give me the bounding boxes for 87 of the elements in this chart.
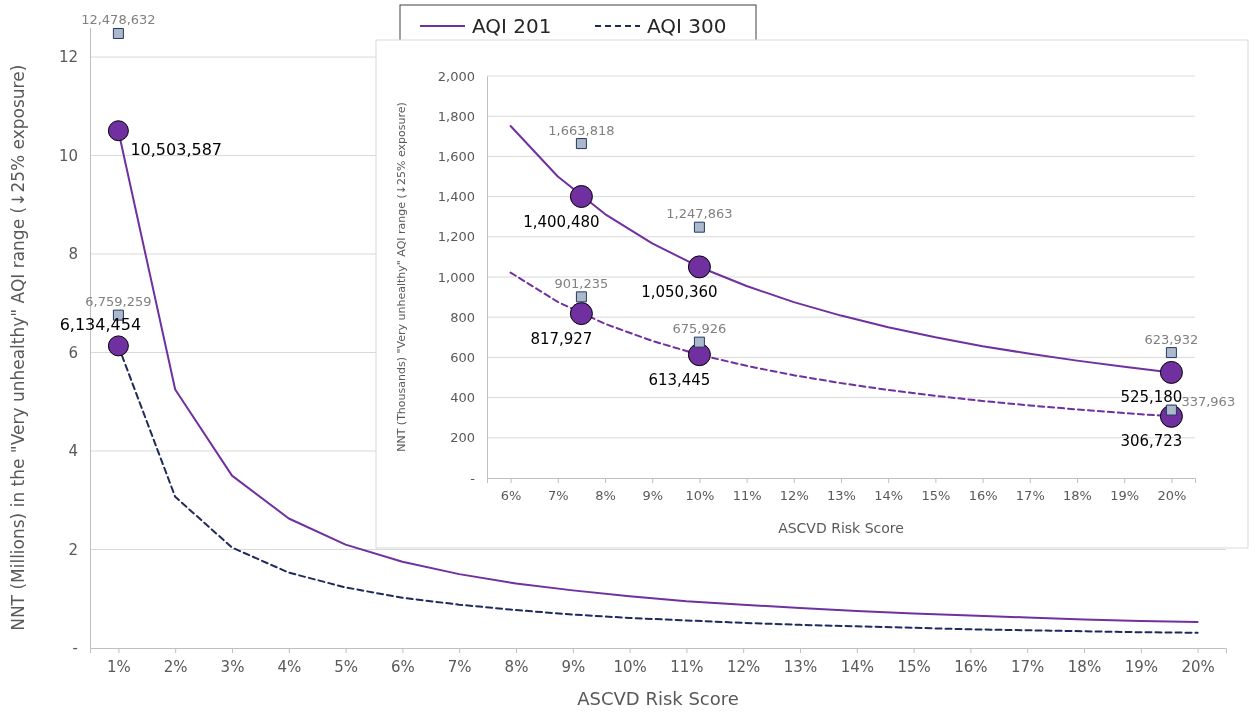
y-tick-label: 1,600	[437, 149, 475, 165]
x-tick-label: 14%	[874, 488, 904, 504]
point	[693, 221, 705, 233]
x-tick-label: 20%	[1157, 488, 1187, 504]
x-tick-label: 9%	[561, 657, 586, 676]
annotation: 1,663,818	[548, 122, 615, 138]
point	[1165, 347, 1177, 359]
annotation: 675,926	[672, 321, 727, 337]
x-tick-label: 19%	[1124, 657, 1158, 676]
x-tick-label: 13%	[783, 657, 818, 676]
x-tick-label: 10%	[613, 657, 647, 676]
point	[1159, 360, 1183, 384]
x-tick-label: 9%	[642, 488, 664, 504]
x-tick-label: 11%	[670, 657, 704, 676]
x-tick-label: 15%	[897, 657, 931, 676]
x-tick-label: 18%	[1067, 657, 1102, 676]
legend-label: AQI 201	[472, 14, 552, 38]
y-axis-title: NNT (Millions) in the "Very unhealthy" AQI range (↓25% exposure)	[8, 64, 28, 631]
y-tick-label: 1,000	[437, 269, 475, 285]
x-tick-label: 10%	[685, 488, 715, 504]
y-tick-label: 1,400	[437, 189, 475, 205]
annotation: 1,247,863	[666, 206, 733, 222]
x-tick-label: 14%	[840, 657, 874, 676]
y-tick-label: 6	[68, 343, 78, 362]
x-tick-label: 2%	[163, 657, 188, 676]
annotation: 613,445	[648, 370, 711, 389]
point	[107, 120, 129, 142]
x-tick-label: 20%	[1181, 657, 1215, 676]
y-tick-label: 2,000	[437, 68, 475, 84]
annotation: 525,180	[1120, 388, 1183, 407]
annotation: 623,932	[1144, 331, 1199, 347]
x-tick-label: 11%	[732, 488, 762, 504]
annotation: 6,134,454	[59, 314, 142, 334]
y-tick-label: 400	[450, 390, 475, 406]
y-tick-label: 800	[450, 309, 475, 325]
x-tick-label: 19%	[1110, 488, 1140, 504]
x-tick-label: 8%	[595, 488, 616, 504]
y-tick-label: 1,200	[437, 229, 475, 245]
x-tick-label: 17%	[1015, 488, 1045, 504]
x-tick-label: 1%	[107, 657, 131, 676]
y-axis-title: NNT (Thousands) "Very unhealthy" AQI range (↓25% exposure)	[395, 102, 408, 452]
annotation: 12,478,632	[81, 12, 156, 28]
x-tick-label: 15%	[921, 488, 951, 504]
y-tick-label: -	[72, 639, 78, 658]
x-tick-label: 5%	[334, 657, 358, 676]
point	[112, 27, 124, 39]
annotation: 817,927	[530, 329, 593, 348]
y-tick-label: 1,800	[437, 108, 475, 124]
point	[107, 335, 129, 357]
point	[687, 255, 711, 279]
y-tick-label: 4	[68, 442, 78, 461]
x-tick-label: 12%	[727, 657, 761, 676]
x-tick-label: 6%	[500, 488, 522, 504]
x-tick-label: 3%	[220, 657, 245, 676]
x-tick-label: 16%	[968, 488, 998, 504]
annotation: 1,400,480	[523, 212, 600, 231]
x-tick-label: 13%	[827, 488, 856, 504]
x-tick-label: 8%	[504, 657, 529, 676]
x-axis-title: ASCVD Risk Score	[778, 520, 904, 536]
x-tick-label: 7%	[547, 488, 569, 504]
point	[693, 336, 705, 348]
x-tick-label: 16%	[954, 657, 988, 676]
y-tick-label: 600	[450, 350, 475, 366]
y-tick-label: 10	[58, 146, 78, 165]
point	[575, 291, 587, 303]
x-tick-label: 7%	[447, 657, 472, 676]
annotation: 337,963	[1181, 394, 1236, 410]
point	[569, 302, 593, 326]
legend-label: AQI 300	[647, 14, 727, 38]
point	[575, 138, 587, 150]
y-tick-label: 200	[450, 430, 475, 446]
annotation: 901,235	[554, 275, 609, 291]
y-tick-label: 2	[68, 540, 78, 559]
x-tick-label: 6%	[391, 657, 415, 676]
x-tick-label: 4%	[277, 657, 302, 676]
x-tick-label: 18%	[1063, 488, 1092, 504]
annotation: 1,050,360	[641, 282, 718, 301]
point	[569, 185, 593, 208]
y-tick-label: -	[470, 470, 476, 486]
y-tick-label: 8	[68, 245, 78, 264]
x-tick-label: 17%	[1011, 657, 1045, 676]
annotation: 10,503,587	[130, 139, 223, 159]
x-axis-title: ASCVD Risk Score	[577, 688, 739, 709]
x-tick-label: 12%	[779, 488, 809, 504]
y-tick-label: 12	[58, 48, 78, 67]
annotation: 306,723	[1120, 432, 1183, 451]
annotation: 6,759,259	[85, 294, 152, 310]
